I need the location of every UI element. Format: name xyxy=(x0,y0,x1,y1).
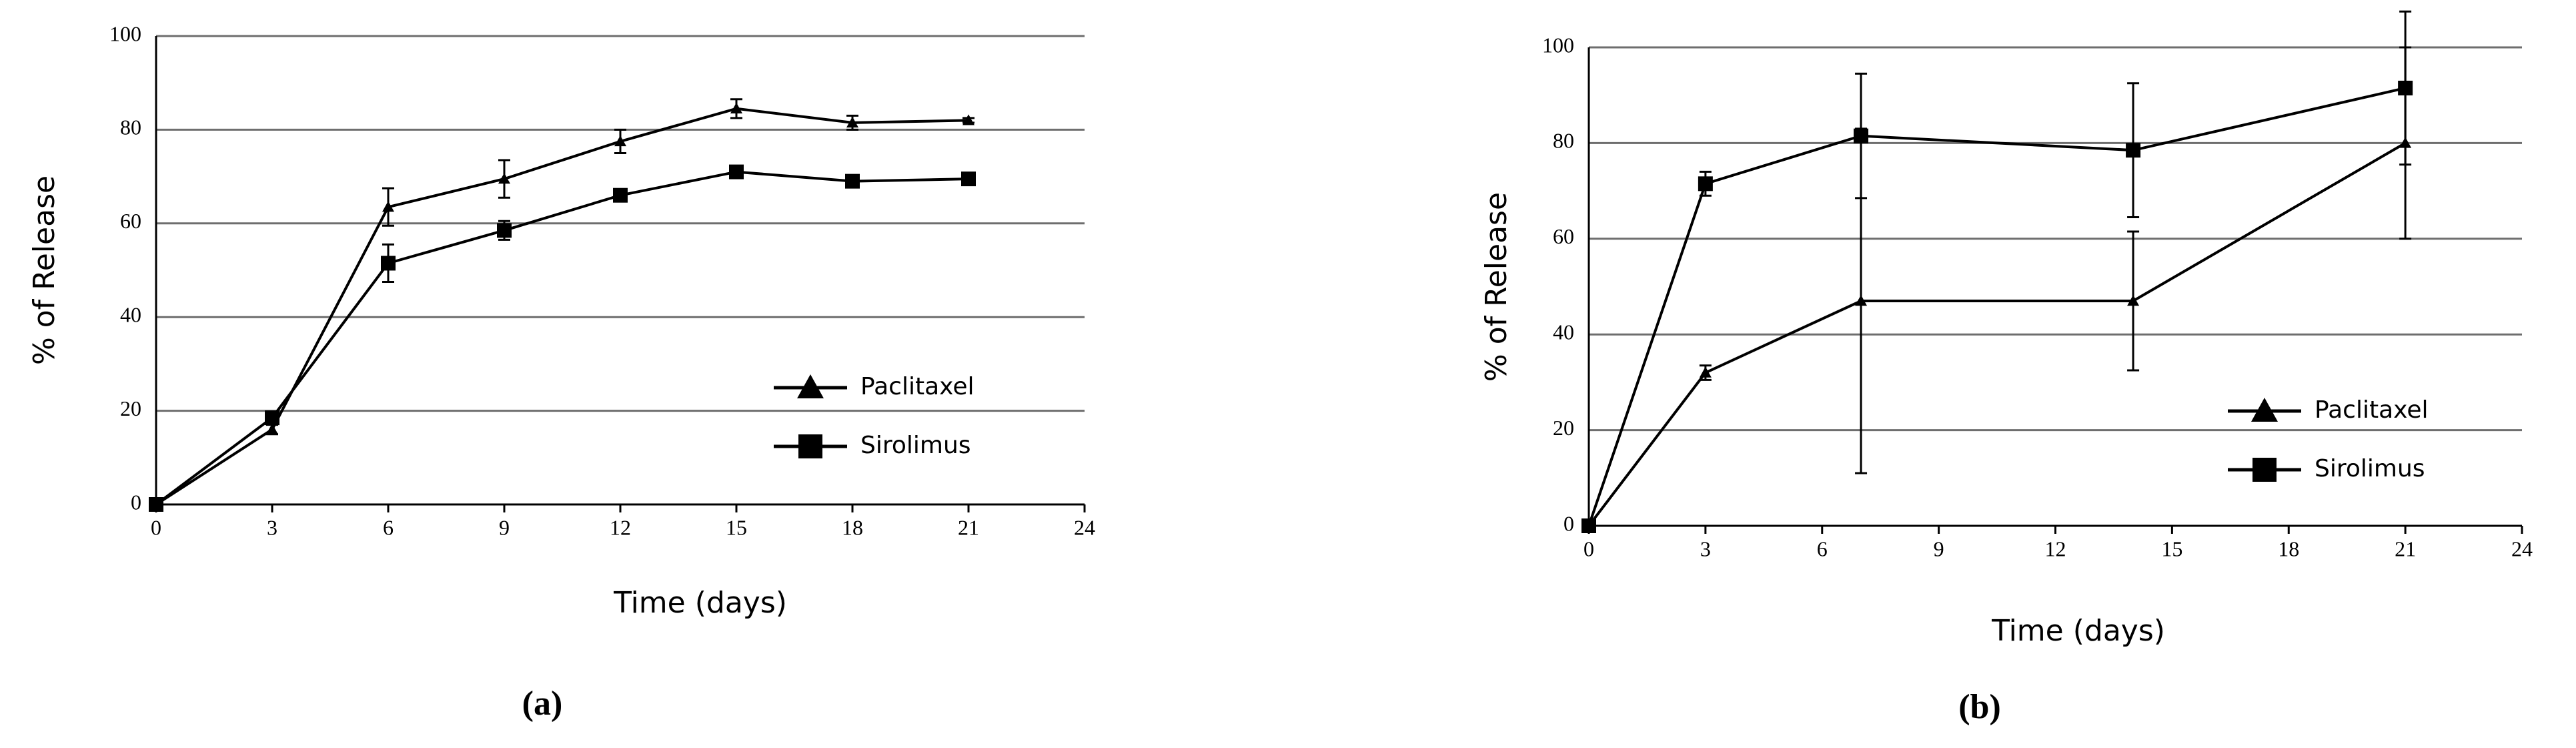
y-tick-label: 80 xyxy=(120,115,141,139)
x-tick-label: 15 xyxy=(2161,536,2182,560)
data-point xyxy=(2127,295,2140,306)
y-tick-label: 40 xyxy=(120,303,141,327)
y-axis-label: % of Release xyxy=(27,175,61,365)
data-point xyxy=(497,223,512,238)
legend-label: Paclitaxel xyxy=(2315,396,2428,424)
data-point xyxy=(613,188,628,203)
y-tick-label: 60 xyxy=(120,209,141,233)
data-point xyxy=(381,256,396,271)
y-tick-label: 20 xyxy=(120,396,141,420)
series-line xyxy=(1587,86,2406,526)
y-tick-label: 40 xyxy=(1553,320,1574,344)
data-point xyxy=(382,201,394,212)
x-tick-label: 0 xyxy=(1583,536,1594,560)
data-point xyxy=(845,173,860,189)
legend-marker xyxy=(2252,458,2277,482)
x-tick-label: 6 xyxy=(383,515,394,539)
x-tick-label: 15 xyxy=(726,515,747,539)
x-tick-label: 9 xyxy=(1934,536,1944,560)
y-tick-label: 100 xyxy=(109,21,141,45)
data-point xyxy=(846,116,858,128)
y-axis-label: % of Release xyxy=(1479,192,1513,382)
legend-marker xyxy=(798,434,822,458)
x-tick-label: 24 xyxy=(2511,536,2533,560)
data-point xyxy=(730,102,742,114)
x-tick-label: 0 xyxy=(151,515,161,539)
x-tick-label: 12 xyxy=(610,515,631,539)
y-tick-label: 20 xyxy=(1553,416,1574,440)
x-tick-label: 21 xyxy=(2395,536,2416,560)
data-point xyxy=(149,497,163,512)
y-tick-label: 0 xyxy=(1563,511,1574,535)
x-axis-label: Time (days) xyxy=(613,586,787,620)
data-point xyxy=(266,423,278,434)
x-tick-label: 12 xyxy=(2045,536,2066,560)
data-point xyxy=(962,114,975,125)
x-tick-label: 9 xyxy=(499,515,510,539)
legend-label: Sirolimus xyxy=(2315,455,2425,482)
data-point xyxy=(961,171,976,187)
data-point xyxy=(729,164,744,179)
x-tick-label: 24 xyxy=(1074,515,1095,539)
y-tick-label: 60 xyxy=(1553,224,1574,248)
legend-label: Sirolimus xyxy=(860,432,971,459)
x-tick-label: 18 xyxy=(2278,536,2299,560)
data-point xyxy=(1698,176,1713,192)
y-tick-label: 100 xyxy=(1542,33,1574,57)
x-tick-label: 18 xyxy=(842,515,863,539)
x-tick-label: 3 xyxy=(1700,536,1711,560)
y-tick-label: 0 xyxy=(131,490,141,514)
data-point xyxy=(614,135,626,147)
x-tick-label: 21 xyxy=(958,515,979,539)
data-point xyxy=(1581,518,1596,533)
data-point xyxy=(1854,128,1869,143)
data-point xyxy=(498,173,510,184)
y-tick-label: 80 xyxy=(1553,129,1574,153)
legend-marker xyxy=(2251,398,2278,422)
caption: (a) xyxy=(522,685,563,723)
series-line xyxy=(155,170,969,506)
data-point xyxy=(2126,143,2141,158)
x-tick-label: 3 xyxy=(267,515,277,539)
x-tick-label: 6 xyxy=(1817,536,1828,560)
data-point xyxy=(1855,295,1868,306)
x-axis-label: Time (days) xyxy=(1991,614,2165,648)
data-point xyxy=(2398,80,2413,95)
data-point xyxy=(1699,366,1712,378)
data-point xyxy=(265,410,279,426)
legend-marker xyxy=(797,374,824,398)
legend-label: Paclitaxel xyxy=(860,373,974,400)
caption: (b) xyxy=(1958,688,2001,726)
